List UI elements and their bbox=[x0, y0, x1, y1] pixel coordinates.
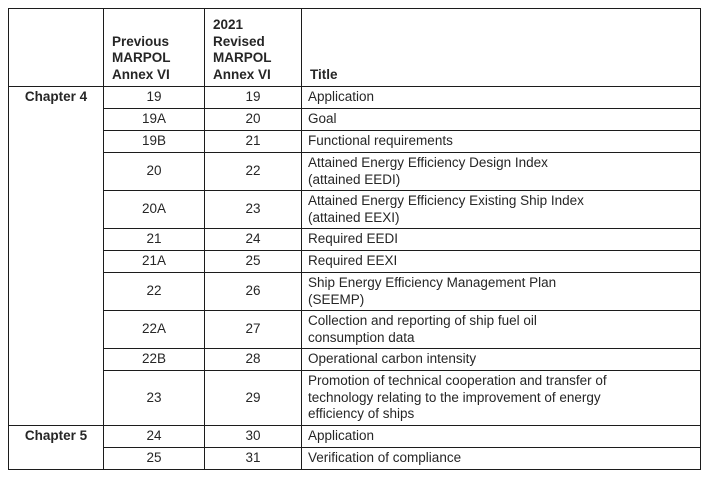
previous-number-cell: 19A bbox=[103, 108, 205, 131]
regulation-title-cell: Ship Energy Efficiency Management Plan (… bbox=[301, 272, 701, 311]
revised-number-cell: 23 bbox=[204, 190, 302, 229]
previous-number-cell: 24 bbox=[103, 424, 205, 448]
revised-number-cell: 27 bbox=[204, 310, 302, 349]
table-row: 22B 28 Operational carbon intensity bbox=[9, 348, 701, 371]
previous-number-cell: 21A bbox=[103, 250, 205, 273]
previous-number-cell: 19B bbox=[103, 130, 205, 153]
previous-number-cell: 22A bbox=[103, 310, 205, 349]
table-row: 22A 27 Collection and reporting of ship fu… bbox=[9, 310, 701, 349]
previous-number-cell: 20 bbox=[103, 152, 205, 191]
regulation-title-cell: Attained Energy Efficiency Design Index … bbox=[301, 152, 701, 191]
regulation-title-cell: Required EEXI bbox=[301, 250, 701, 273]
regulation-title-cell: Attained Energy Efficiency Existing Ship… bbox=[301, 190, 701, 229]
chapter-column-header bbox=[8, 8, 104, 87]
revised-number-cell: 19 bbox=[204, 86, 302, 109]
regulation-title-cell: Application bbox=[301, 86, 701, 109]
previous-number-cell: 20A bbox=[103, 190, 205, 229]
previous-number-cell: 25 bbox=[103, 446, 205, 470]
regulation-title-cell: Operational carbon intensity bbox=[301, 348, 701, 371]
regulation-title-cell: Functional requirements bbox=[301, 130, 701, 153]
previous-annex-column-header: Previous MARPOL Annex VI bbox=[103, 8, 205, 87]
revised-number-cell: 24 bbox=[204, 228, 302, 251]
marpol-regulation-table: Previous MARPOL Annex VI 2021 Revised MA… bbox=[8, 8, 701, 470]
chapter-label: Chapter 5 bbox=[8, 424, 104, 470]
regulation-title-cell: Promotion of technical cooperation and t… bbox=[301, 370, 701, 426]
regulation-title-cell: Application bbox=[301, 424, 701, 448]
previous-number-cell: 22 bbox=[103, 272, 205, 311]
revised-number-cell: 30 bbox=[204, 424, 302, 448]
table-row: 19B 21 Functional requirements bbox=[9, 130, 701, 153]
table-row: 22 26 Ship Energy Efficiency Management Pl… bbox=[9, 272, 701, 311]
regulation-title-cell: Required EEDI bbox=[301, 228, 701, 251]
table-row: 20 22 Attained Energy Efficiency Design In… bbox=[9, 152, 701, 191]
revised-annex-column-header: 2021 Revised MARPOL Annex VI bbox=[204, 8, 302, 87]
table-row: 25 31 Verification of compliance bbox=[9, 446, 701, 470]
table-row: 19A 20 Goal bbox=[9, 108, 701, 131]
revised-number-cell: 26 bbox=[204, 272, 302, 311]
revised-number-cell: 29 bbox=[204, 370, 302, 426]
regulation-title-cell: Goal bbox=[301, 108, 701, 131]
table-row: 21A 25 Required EEXI bbox=[9, 250, 701, 273]
table-row: 23 29 Promotion of technical cooperation a… bbox=[9, 370, 701, 426]
chapter-label: Chapter 4 bbox=[8, 86, 104, 426]
revised-number-cell: 22 bbox=[204, 152, 302, 191]
previous-number-cell: 19 bbox=[103, 86, 205, 109]
revised-number-cell: 21 bbox=[204, 130, 302, 153]
table-row: Chapter 5 24 30 Application bbox=[8, 424, 701, 470]
table-row: Chapter 4 19 19 Application bbox=[8, 86, 701, 426]
title-column-header: Title bbox=[301, 8, 701, 87]
revised-number-cell: 28 bbox=[204, 348, 302, 371]
previous-number-cell: 23 bbox=[103, 370, 205, 426]
regulation-title-cell: Collection and reporting of ship fuel oi… bbox=[301, 310, 701, 349]
table-body: Chapter 4 19 19 Application 19A 20 Goal 19B 21 Fu… bbox=[8, 86, 701, 470]
revised-number-cell: 31 bbox=[204, 446, 302, 470]
revised-number-cell: 25 bbox=[204, 250, 302, 273]
previous-number-cell: 22B bbox=[103, 348, 205, 371]
previous-number-cell: 21 bbox=[103, 228, 205, 251]
table-header-row: Previous MARPOL Annex VI 2021 Revised MA… bbox=[8, 8, 701, 87]
revised-number-cell: 20 bbox=[204, 108, 302, 131]
table-row: 21 24 Required EEDI bbox=[9, 228, 701, 251]
regulation-title-cell: Verification of compliance bbox=[301, 446, 701, 470]
table-row: 20A 23 Attained Energy Efficiency Existing… bbox=[9, 190, 701, 229]
